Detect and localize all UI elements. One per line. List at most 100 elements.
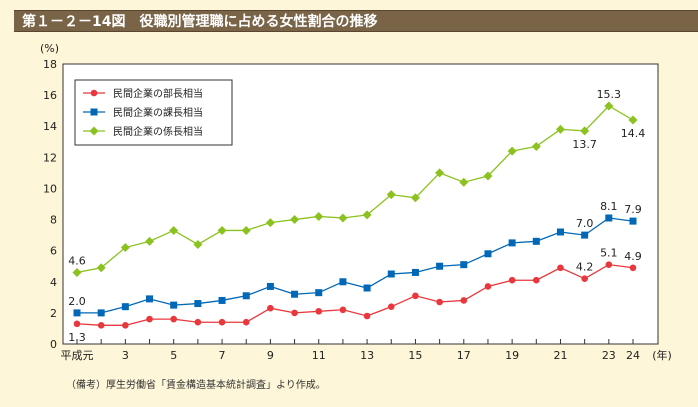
data-point: [387, 270, 395, 278]
data-point: [460, 297, 468, 304]
data-point: [169, 225, 179, 235]
data-point: [605, 214, 613, 222]
data-point: [436, 262, 444, 270]
x-tick-label: 3: [122, 349, 129, 362]
data-point: [604, 101, 614, 111]
data-point: [146, 295, 154, 303]
y-tick-label: 4: [50, 276, 57, 289]
data-label: 13.7: [572, 138, 597, 151]
data-label: 1.3: [68, 331, 86, 344]
data-point: [436, 298, 443, 306]
data-point: [97, 322, 105, 329]
x-tick-label: 19: [505, 349, 519, 362]
data-point: [508, 276, 516, 284]
legend-label: 民間企業の係長相当: [113, 125, 203, 138]
data-point: [242, 318, 250, 326]
data-point: [97, 309, 105, 317]
data-point: [339, 278, 347, 286]
data-point: [291, 290, 299, 298]
data-point: [120, 243, 130, 253]
data-point: [265, 218, 275, 228]
data-point: [217, 225, 227, 235]
data-point: [218, 318, 226, 326]
x-tick-label: 24: [626, 349, 640, 362]
y-tick-label: 10: [43, 182, 57, 195]
data-point: [435, 168, 445, 178]
data-label: 5.1: [600, 247, 618, 260]
x-tick-label: 9: [267, 349, 274, 362]
data-label: 7.0: [576, 217, 594, 230]
y-tick-label: 0: [50, 338, 57, 351]
data-point: [386, 190, 396, 200]
x-tick-label: 11: [312, 349, 326, 362]
data-point: [338, 213, 348, 223]
data-point: [557, 264, 564, 272]
data-point: [314, 211, 324, 221]
data-label: 4.9: [624, 250, 642, 263]
data-point: [194, 318, 202, 326]
data-point: [531, 141, 541, 151]
data-point: [145, 236, 155, 246]
y-tick-label: 16: [43, 89, 57, 102]
x-tick-label: 23: [602, 349, 616, 362]
data-point: [315, 289, 323, 297]
legend-label: 民間企業の部長相当: [113, 87, 203, 100]
x-tick-label: 5: [170, 349, 177, 362]
x-axis-unit: (年): [652, 348, 672, 362]
data-point: [218, 296, 226, 304]
data-point: [629, 217, 637, 225]
x-tick-label: 21: [553, 349, 567, 362]
data-point: [580, 126, 590, 136]
data-point: [533, 276, 540, 284]
y-axis-unit: (%): [40, 42, 59, 55]
data-point: [556, 228, 564, 236]
data-point: [96, 263, 106, 273]
data-point: [605, 261, 613, 268]
series-line: [76, 263, 634, 326]
data-point: [508, 239, 516, 247]
data-point: [241, 225, 251, 235]
data-point: [387, 303, 395, 310]
data-point: [290, 215, 300, 225]
data-label: 7.9: [624, 203, 642, 216]
x-tick-label: 7: [219, 349, 226, 362]
data-point: [507, 146, 517, 156]
data-point: [581, 275, 588, 282]
figure-title: 第１－２－14図 役職別管理職に占める女性割合の推移: [14, 10, 698, 32]
series-line: [77, 217, 634, 314]
data-label: 14.4: [621, 127, 646, 140]
data-label: 4.2: [576, 261, 594, 274]
legend-marker: [89, 126, 99, 136]
data-point: [242, 292, 250, 300]
data-point: [72, 267, 82, 277]
data-point: [194, 300, 202, 308]
data-point: [362, 210, 372, 220]
data-point: [532, 237, 540, 245]
data-point: [484, 250, 492, 258]
y-tick-label: 8: [50, 214, 57, 227]
data-point: [121, 303, 129, 311]
data-point: [410, 193, 420, 203]
data-label: 4.6: [68, 254, 86, 267]
data-label: 15.3: [597, 88, 622, 101]
data-label: 8.1: [600, 200, 618, 213]
data-point: [459, 177, 469, 187]
data-point: [122, 322, 129, 329]
y-tick-label: 6: [50, 245, 57, 258]
data-point: [267, 304, 274, 312]
x-tick-label: 15: [408, 349, 422, 362]
x-tick-label: 17: [457, 349, 471, 362]
data-point: [628, 115, 638, 125]
y-tick-label: 14: [43, 120, 57, 133]
data-point: [266, 282, 274, 290]
data-point: [193, 239, 203, 249]
x-tick-label: 13: [360, 349, 374, 362]
data-point: [629, 264, 637, 272]
data-point: [73, 309, 81, 317]
source-note: （備考）厚生労働省「賃金構造基本統計調査」より作成。: [66, 380, 326, 391]
data-point: [460, 261, 468, 269]
data-label: 2.0: [68, 295, 86, 308]
data-point: [146, 315, 153, 323]
data-point: [555, 124, 565, 134]
legend-marker: [90, 108, 98, 116]
